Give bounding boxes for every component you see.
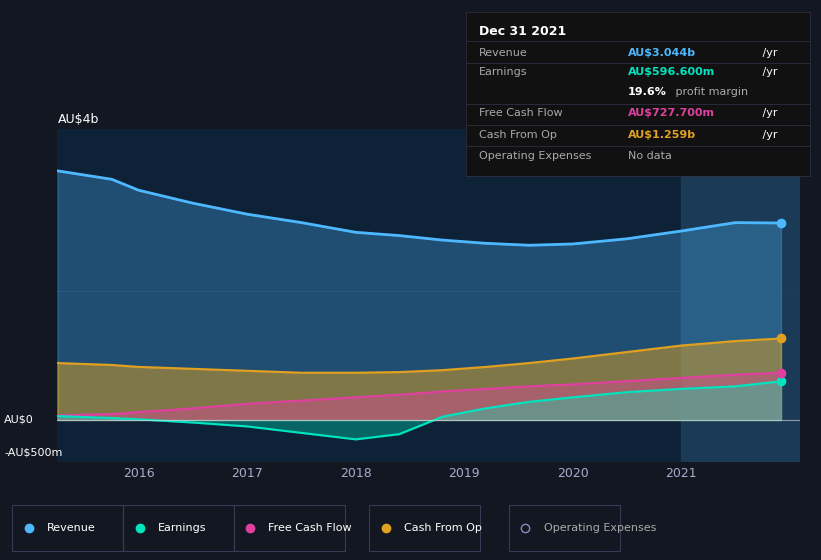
Text: AU$596.600m: AU$596.600m: [627, 67, 715, 77]
Text: Earnings: Earnings: [479, 67, 528, 77]
Text: Revenue: Revenue: [479, 48, 528, 58]
Text: AU$0: AU$0: [4, 415, 34, 425]
Text: profit margin: profit margin: [672, 87, 749, 97]
Text: Free Cash Flow: Free Cash Flow: [479, 109, 563, 119]
Text: Cash From Op: Cash From Op: [479, 130, 557, 140]
Text: Earnings: Earnings: [158, 523, 206, 533]
Text: Dec 31 2021: Dec 31 2021: [479, 25, 566, 38]
Text: AU$727.700m: AU$727.700m: [627, 109, 714, 119]
Text: No data: No data: [627, 151, 672, 161]
Text: -AU$500m: -AU$500m: [4, 447, 62, 458]
Text: AU$4b: AU$4b: [57, 113, 99, 126]
Text: /yr: /yr: [759, 48, 777, 58]
Text: /yr: /yr: [759, 109, 777, 119]
Bar: [681, 129, 800, 462]
Text: Operating Expenses: Operating Expenses: [479, 151, 592, 161]
Text: Free Cash Flow: Free Cash Flow: [268, 523, 352, 533]
Text: /yr: /yr: [759, 130, 777, 140]
Text: Revenue: Revenue: [47, 523, 95, 533]
Text: /yr: /yr: [759, 67, 777, 77]
Text: AU$3.044b: AU$3.044b: [627, 48, 695, 58]
Text: AU$1.259b: AU$1.259b: [627, 130, 695, 140]
Text: 19.6%: 19.6%: [627, 87, 667, 97]
Text: Operating Expenses: Operating Expenses: [544, 523, 656, 533]
Text: Cash From Op: Cash From Op: [404, 523, 482, 533]
